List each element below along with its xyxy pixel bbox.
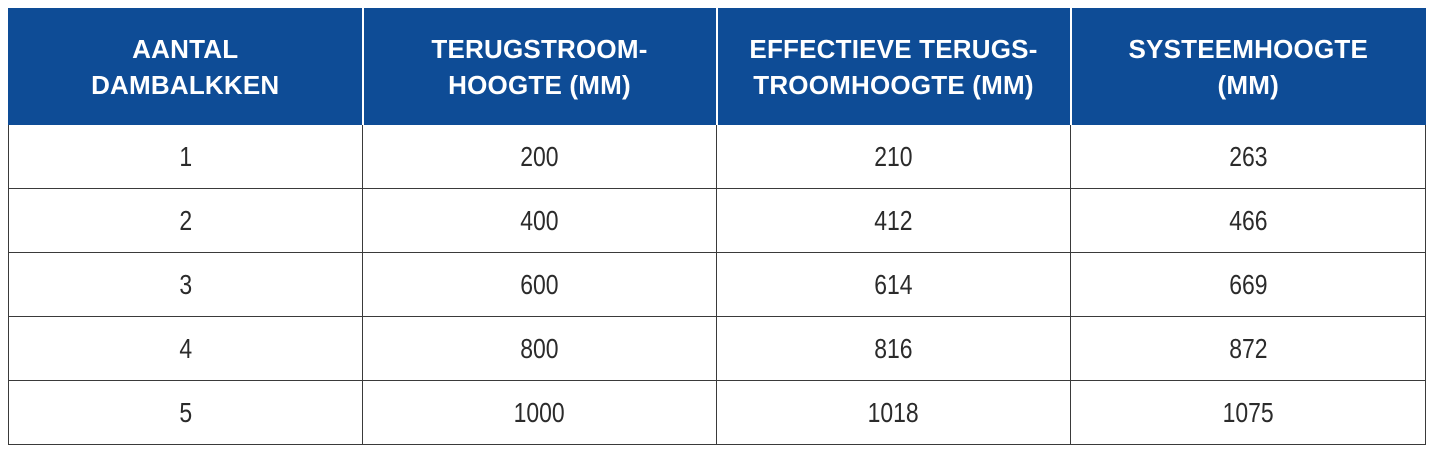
cell-value: 1000 xyxy=(513,396,566,428)
table-cell: 1 xyxy=(8,124,363,189)
cell-value: 4 xyxy=(179,332,192,364)
cell-value: 1075 xyxy=(1222,396,1274,428)
cell-value: 200 xyxy=(520,140,559,172)
cell-value: 614 xyxy=(874,268,913,300)
table-cell: 600 xyxy=(362,252,717,317)
cell-value: 1018 xyxy=(867,396,920,428)
header-line: TROOMHOOGTE (MM) xyxy=(753,69,1034,100)
table-cell: 1000 xyxy=(362,380,717,445)
header-line: SYSTEEMHOOGTE xyxy=(1128,33,1369,64)
table-cell: 3 xyxy=(8,252,363,317)
table-cell: 400 xyxy=(362,188,717,253)
cell-value: 872 xyxy=(1228,332,1268,364)
table-cell: 210 xyxy=(716,124,1071,189)
table-cell: 669 xyxy=(1070,252,1426,317)
header-systeemhoogte: SYSTEEMHOOGTE (MM) xyxy=(1069,8,1426,125)
cell-value: 669 xyxy=(1228,268,1268,300)
table-cell: 466 xyxy=(1070,188,1426,253)
header-line: AANTAL xyxy=(132,33,239,64)
table-body: 1 200 210 263 2 400 412 466 3 600 614 66… xyxy=(8,124,1426,445)
cell-value: 5 xyxy=(179,396,192,428)
table-cell: 614 xyxy=(716,252,1071,317)
table-cell: 2 xyxy=(8,188,363,253)
table-header: AANTAL DAMBALKKEN TERUGSTROOM- HOOGTE (M… xyxy=(8,8,1426,125)
table-cell: 800 xyxy=(362,316,717,381)
header-line: TERUGSTROOM- xyxy=(431,33,648,64)
header-aantal-dambalkken: AANTAL DAMBALKKEN xyxy=(8,8,364,125)
table-row: 5 1000 1018 1075 xyxy=(8,380,1426,445)
table-cell: 1018 xyxy=(716,380,1071,445)
cell-value: 816 xyxy=(874,332,913,364)
cell-value: 600 xyxy=(520,268,559,300)
table-cell: 872 xyxy=(1070,316,1426,381)
cell-value: 800 xyxy=(520,332,559,364)
cell-value: 466 xyxy=(1228,204,1268,236)
table-row: 1 200 210 263 xyxy=(8,124,1426,189)
header-effectieve-terugstroomhoogte: EFFECTIEVE TERUGS- TROOMHOOGTE (MM) xyxy=(715,8,1072,125)
table-cell: 412 xyxy=(716,188,1071,253)
cell-value: 400 xyxy=(520,204,559,236)
cell-value: 210 xyxy=(874,140,913,172)
cell-value: 412 xyxy=(874,204,913,236)
data-table: AANTAL DAMBALKKEN TERUGSTROOM- HOOGTE (M… xyxy=(8,8,1426,445)
header-terugstroomhoogte: TERUGSTROOM- HOOGTE (MM) xyxy=(361,8,718,125)
table-row: 4 800 816 872 xyxy=(8,316,1426,381)
cell-value: 263 xyxy=(1228,140,1268,172)
cell-value: 3 xyxy=(179,268,192,300)
table-cell: 4 xyxy=(8,316,363,381)
table-row: 2 400 412 466 xyxy=(8,188,1426,253)
header-row: AANTAL DAMBALKKEN TERUGSTROOM- HOOGTE (M… xyxy=(8,8,1426,125)
cell-value: 2 xyxy=(179,204,192,236)
table-cell: 1075 xyxy=(1070,380,1426,445)
header-line: EFFECTIEVE TERUGS- xyxy=(749,33,1038,64)
data-table-container: AANTAL DAMBALKKEN TERUGSTROOM- HOOGTE (M… xyxy=(8,8,1426,445)
table-cell: 263 xyxy=(1070,124,1426,189)
table-cell: 200 xyxy=(362,124,717,189)
table-cell: 816 xyxy=(716,316,1071,381)
header-line: HOOGTE (MM) xyxy=(448,69,631,100)
header-line: DAMBALKKEN xyxy=(91,69,280,100)
table-row: 3 600 614 669 xyxy=(8,252,1426,317)
cell-value: 1 xyxy=(179,140,192,172)
header-line: (MM) xyxy=(1217,69,1279,100)
table-cell: 5 xyxy=(8,380,363,445)
